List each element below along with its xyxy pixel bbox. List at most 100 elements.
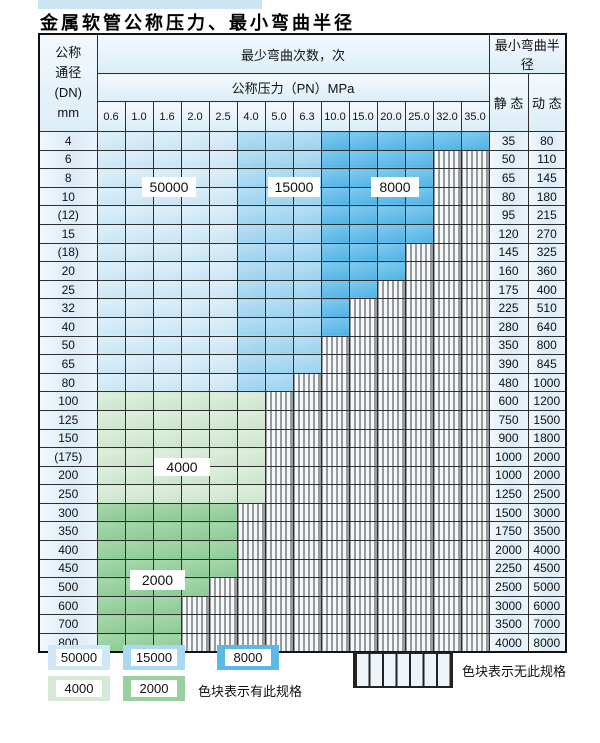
spec-cell-none <box>432 316 462 337</box>
table-row: 500 2500 5000 <box>38 577 567 597</box>
dynamic-radius-cell: 7000 <box>527 614 567 635</box>
spec-cell-none <box>348 633 378 653</box>
spec-cell-none <box>432 409 462 430</box>
spec-cell-8000 <box>320 242 350 263</box>
spec-cell-none <box>404 521 434 542</box>
table-row: 125 750 1500 <box>38 409 567 430</box>
spec-cell-2000 <box>124 614 154 635</box>
spec-cell-none <box>264 521 294 542</box>
table-row: 65 390 845 <box>38 354 567 374</box>
spec-cell-15000 <box>236 149 266 170</box>
spec-cell-15000 <box>236 354 266 374</box>
spec-cell-2000 <box>124 595 154 616</box>
spec-cell-4000 <box>236 484 266 504</box>
dynamic-radius-cell: 215 <box>527 205 567 225</box>
spec-cell-none <box>404 298 434 318</box>
dynamic-radius-cell: 110 <box>527 149 567 170</box>
spec-cell-50000 <box>152 149 182 170</box>
pressure-tick: 1.0 <box>124 101 154 132</box>
spec-cell-none <box>404 428 434 449</box>
pressure-tick: 6.3 <box>292 101 322 132</box>
table-row: 32 225 510 <box>38 298 567 318</box>
static-radius-cell: 1000 <box>488 447 529 467</box>
header-min-bend-cycles: 最少弯曲次数，次 <box>96 33 490 74</box>
pressure-tick: 4.0 <box>236 101 266 132</box>
spec-cell-8000 <box>404 149 434 170</box>
spec-cell-none <box>460 223 490 244</box>
spec-cell-none <box>236 502 266 523</box>
pressure-tick: 35.0 <box>460 101 490 132</box>
spec-cell-none <box>432 484 462 504</box>
spec-cell-50000 <box>96 372 126 393</box>
spec-cell-8000 <box>348 279 378 300</box>
spec-cell-50000 <box>152 261 182 281</box>
dn-cell: 40 <box>38 316 98 337</box>
spec-cell-15000 <box>264 316 294 337</box>
spec-cell-8000 <box>404 131 434 151</box>
spec-cell-none <box>264 595 294 616</box>
spec-cell-none <box>236 595 266 616</box>
spec-cell-50000 <box>152 279 182 300</box>
spec-cell-none <box>432 465 462 486</box>
static-radius-cell: 160 <box>488 261 529 281</box>
spec-cell-50000 <box>124 279 154 300</box>
spec-cell-none <box>432 261 462 281</box>
dn-cell: 200 <box>38 465 98 486</box>
spec-cell-none <box>460 409 490 430</box>
dynamic-radius-cell: 400 <box>527 279 567 300</box>
static-radius-cell: 2500 <box>488 577 529 597</box>
spec-cell-2000 <box>96 595 126 616</box>
static-radius-cell: 4000 <box>488 633 529 653</box>
spec-cell-none <box>460 261 490 281</box>
dn-cell: 450 <box>38 558 98 579</box>
dynamic-radius-cell: 1500 <box>527 409 567 430</box>
spec-cell-none <box>292 391 322 411</box>
spec-cell-8000 <box>348 205 378 225</box>
cycles-label-4000: 4000 <box>154 458 210 476</box>
pressure-tick: 25.0 <box>404 101 434 132</box>
spec-cell-50000 <box>208 168 238 188</box>
spec-cell-none <box>404 409 434 430</box>
spec-cell-2000 <box>124 502 154 523</box>
dynamic-radius-cell: 1200 <box>527 391 567 411</box>
spec-cell-15000 <box>292 223 322 244</box>
dn-cell: 20 <box>38 261 98 281</box>
spec-cell-none <box>460 354 490 374</box>
spec-cell-15000 <box>264 372 294 393</box>
legend-note-available: 色块表示有此规格 <box>198 684 303 699</box>
static-radius-cell: 3000 <box>488 595 529 616</box>
spec-cell-none <box>264 614 294 635</box>
spec-cell-8000 <box>432 131 462 151</box>
legend-swatch-2000: 2000 <box>123 676 185 701</box>
spec-cell-15000 <box>236 261 266 281</box>
spec-cell-50000 <box>208 223 238 244</box>
spec-cell-none <box>320 614 350 635</box>
spec-cell-none <box>404 372 434 393</box>
spec-cell-50000 <box>152 335 182 356</box>
spec-cell-none <box>208 595 238 616</box>
spec-cell-4000 <box>208 484 238 504</box>
spec-cell-50000 <box>124 205 154 225</box>
spec-cell-2000 <box>152 614 182 635</box>
spec-cell-none <box>348 391 378 411</box>
table-row: 600 3000 6000 <box>38 595 567 616</box>
spec-cell-50000 <box>152 205 182 225</box>
legend-swatch-4000: 4000 <box>48 676 110 701</box>
spec-cell-none <box>348 428 378 449</box>
spec-cell-50000 <box>124 242 154 263</box>
dn-cell: 150 <box>38 428 98 449</box>
spec-cell-2000 <box>96 577 126 597</box>
spec-cell-none <box>348 465 378 486</box>
spec-cell-none <box>460 335 490 356</box>
spec-cell-none <box>348 502 378 523</box>
static-radius-cell: 750 <box>488 409 529 430</box>
pressure-tick: 0.6 <box>96 101 126 132</box>
dn-cell: 500 <box>38 577 98 597</box>
spec-cell-8000 <box>348 131 378 151</box>
spec-cell-15000 <box>236 168 266 188</box>
spec-cell-none <box>376 335 406 356</box>
spec-cell-none <box>236 614 266 635</box>
dynamic-radius-cell: 1000 <box>527 372 567 393</box>
spec-cell-none <box>292 502 322 523</box>
